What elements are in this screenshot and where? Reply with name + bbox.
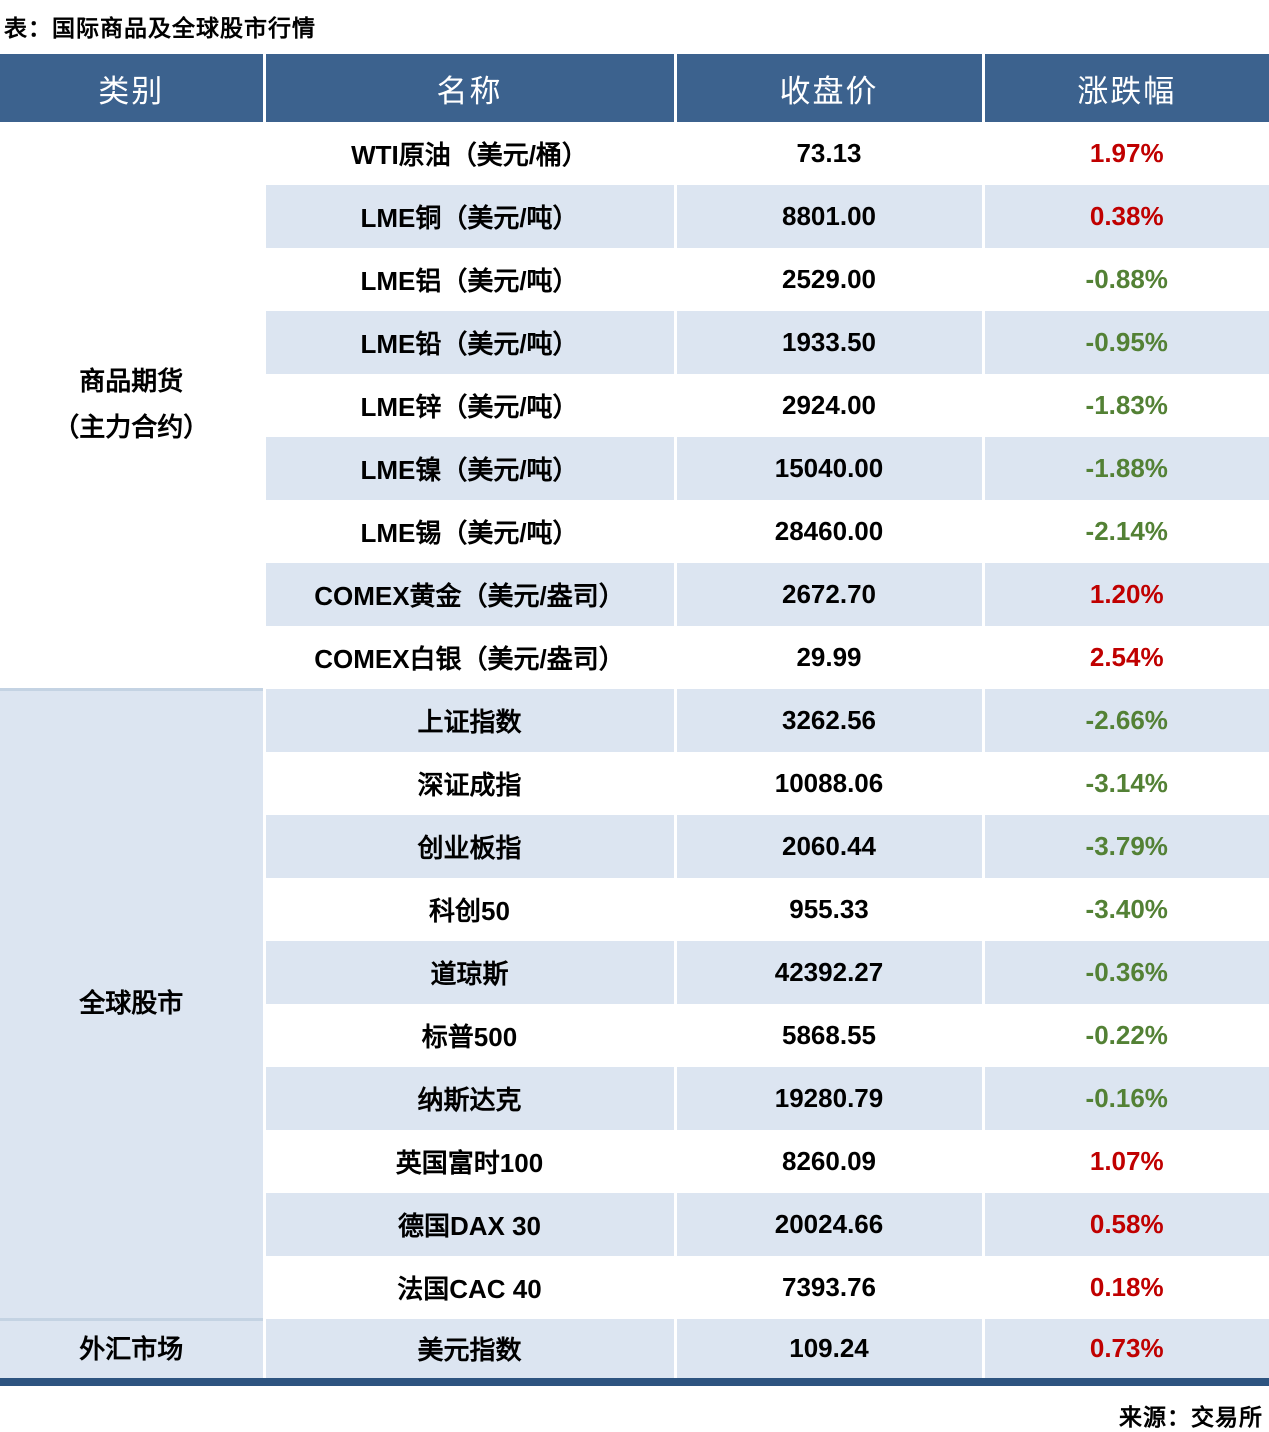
change-cell: -0.36% xyxy=(981,941,1269,1004)
category-label-line: 商品期货 xyxy=(79,366,184,397)
close-cell: 73.13 xyxy=(673,122,983,185)
close-cell: 29.99 xyxy=(673,626,983,689)
close-cell: 109.24 xyxy=(673,1319,983,1382)
name-cell: LME铜（美元/吨） xyxy=(262,185,675,248)
table-row: COMEX白银（美元/盎司） 29.99 2.54% xyxy=(0,626,1269,689)
category-label-line: 全球股市 xyxy=(79,988,184,1019)
close-cell: 2924.00 xyxy=(673,374,983,437)
table-row: 道琼斯 42392.27 -0.36% xyxy=(0,941,1269,1004)
name-cell: 创业板指 xyxy=(262,815,675,878)
table-row: 标普500 5868.55 -0.22% xyxy=(0,1004,1269,1067)
table-row: LME锌（美元/吨） 2924.00 -1.83% xyxy=(0,374,1269,437)
close-cell: 1933.50 xyxy=(673,311,983,374)
col-header-change: 涨跌幅 xyxy=(981,54,1269,122)
change-cell: 0.73% xyxy=(981,1319,1269,1382)
name-cell: LME锌（美元/吨） xyxy=(262,374,675,437)
table-row: 德国DAX 30 20024.66 0.58% xyxy=(0,1193,1269,1256)
close-cell: 20024.66 xyxy=(673,1193,983,1256)
table-row: 商品期货 （主力合约） WTI原油（美元/桶） 73.13 1.97% xyxy=(0,122,1269,689)
col-header-category: 类别 xyxy=(0,54,264,122)
change-cell: -3.14% xyxy=(981,752,1269,815)
name-cell: LME铅（美元/吨） xyxy=(262,311,675,374)
change-cell: -0.95% xyxy=(981,311,1269,374)
name-cell: LME锡（美元/吨） xyxy=(262,500,675,563)
table-title: 表：国际商品及全球股市行情 xyxy=(4,15,316,41)
name-cell: 标普500 xyxy=(262,1004,675,1067)
change-cell: -0.88% xyxy=(981,248,1269,311)
table-row: LME锡（美元/吨） 28460.00 -2.14% xyxy=(0,500,1269,563)
table-row: 深证成指 10088.06 -3.14% xyxy=(0,752,1269,815)
change-cell: -2.66% xyxy=(981,689,1269,752)
name-cell: 纳斯达克 xyxy=(262,1067,675,1130)
change-cell: 2.54% xyxy=(981,626,1269,689)
name-cell: 法国CAC 40 xyxy=(262,1256,675,1319)
close-cell: 955.33 xyxy=(673,878,983,941)
change-cell: -1.88% xyxy=(981,437,1269,500)
change-cell: -2.14% xyxy=(981,500,1269,563)
change-cell: 0.18% xyxy=(981,1256,1269,1319)
close-cell: 7393.76 xyxy=(673,1256,983,1319)
name-cell: 深证成指 xyxy=(262,752,675,815)
category-cell: 商品期货 （主力合约） xyxy=(0,122,264,689)
table-row: 外汇市场 美元指数 109.24 0.73% xyxy=(0,1317,1269,1382)
table-row: LME铝（美元/吨） 2529.00 -0.88% xyxy=(0,248,1269,311)
change-cell: 0.38% xyxy=(981,185,1269,248)
change-cell: 1.97% xyxy=(981,122,1269,185)
table-row: 纳斯达克 19280.79 -0.16% xyxy=(0,1067,1269,1130)
change-cell: -3.40% xyxy=(981,878,1269,941)
name-cell: LME铝（美元/吨） xyxy=(262,248,675,311)
category-cell: 全球股市 xyxy=(0,687,264,1319)
source-note: 来源：交易所 xyxy=(1119,1404,1263,1430)
col-header-name: 名称 xyxy=(262,54,675,122)
close-cell: 2060.44 xyxy=(673,815,983,878)
close-cell: 28460.00 xyxy=(673,500,983,563)
header-row: 类别 名称 收盘价 涨跌幅 xyxy=(0,54,1269,122)
change-cell: 1.20% xyxy=(981,563,1269,626)
category-cell: 外汇市场 xyxy=(0,1317,264,1382)
name-cell: 德国DAX 30 xyxy=(262,1193,675,1256)
name-cell: 道琼斯 xyxy=(262,941,675,1004)
col-header-close: 收盘价 xyxy=(673,54,983,122)
close-cell: 19280.79 xyxy=(673,1067,983,1130)
close-cell: 3262.56 xyxy=(673,689,983,752)
close-cell: 42392.27 xyxy=(673,941,983,1004)
name-cell: COMEX白银（美元/盎司） xyxy=(262,626,675,689)
close-cell: 8801.00 xyxy=(673,185,983,248)
change-cell: -1.83% xyxy=(981,374,1269,437)
close-cell: 5868.55 xyxy=(673,1004,983,1067)
change-cell: -0.16% xyxy=(981,1067,1269,1130)
change-cell: 1.07% xyxy=(981,1130,1269,1193)
close-cell: 15040.00 xyxy=(673,437,983,500)
table-row: 法国CAC 40 7393.76 0.18% xyxy=(0,1256,1269,1319)
name-cell: WTI原油（美元/桶） xyxy=(262,122,675,185)
category-label-line: （主力合约） xyxy=(53,411,210,442)
close-cell: 2529.00 xyxy=(673,248,983,311)
table-row: COMEX黄金（美元/盎司） 2672.70 1.20% xyxy=(0,563,1269,626)
category-label-line: 外汇市场 xyxy=(79,1333,184,1364)
change-cell: 0.58% xyxy=(981,1193,1269,1256)
name-cell: 美元指数 xyxy=(262,1319,675,1382)
table-row: 科创50 955.33 -3.40% xyxy=(0,878,1269,941)
close-cell: 8260.09 xyxy=(673,1130,983,1193)
close-cell: 10088.06 xyxy=(673,752,983,815)
change-cell: -3.79% xyxy=(981,815,1269,878)
name-cell: LME镍（美元/吨） xyxy=(262,437,675,500)
table-row: LME铜（美元/吨） 8801.00 0.38% xyxy=(0,185,1269,248)
table-row: 全球股市 上证指数 3262.56 -2.66% xyxy=(0,687,1269,1319)
table-row: 英国富时100 8260.09 1.07% xyxy=(0,1130,1269,1193)
name-cell: 上证指数 xyxy=(262,689,675,752)
name-cell: 科创50 xyxy=(262,878,675,941)
close-cell: 2672.70 xyxy=(673,563,983,626)
name-cell: COMEX黄金（美元/盎司） xyxy=(262,563,675,626)
table-row: 创业板指 2060.44 -3.79% xyxy=(0,815,1269,878)
market-table: 类别 名称 收盘价 涨跌幅 商品期货 （主力合约） WTI原油（美元/桶） 73.13… xyxy=(0,54,1269,1386)
table-row: LME铅（美元/吨） 1933.50 -0.95% xyxy=(0,311,1269,374)
name-cell: 英国富时100 xyxy=(262,1130,675,1193)
change-cell: -0.22% xyxy=(981,1004,1269,1067)
table-row: LME镍（美元/吨） 15040.00 -1.88% xyxy=(0,437,1269,500)
